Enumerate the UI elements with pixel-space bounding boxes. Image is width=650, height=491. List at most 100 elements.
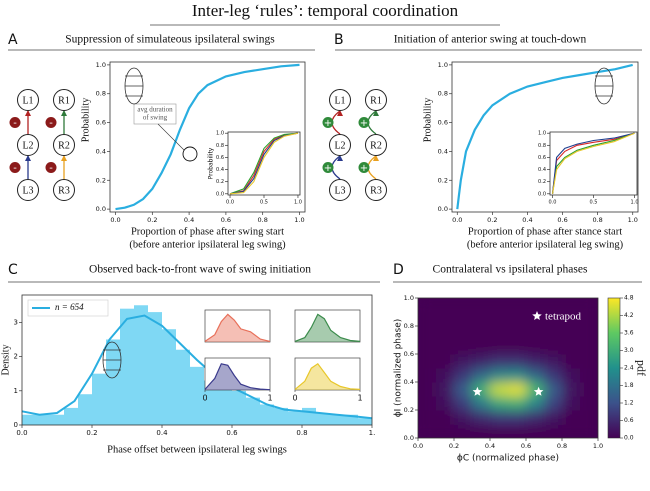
leg-node [17,89,39,111]
leg-label: R2 [370,140,382,151]
heatmap-cell [562,396,581,411]
y-tick-label: 0.2 [216,179,224,185]
y-tick-label: 0.6 [96,119,106,127]
plot-frame [227,131,301,196]
heatmap-cell [562,354,581,369]
x-tick-label: 0.0 [548,200,556,206]
hist-bar [246,397,260,425]
x-tick-label: 0 [292,394,297,403]
y-tick-label: 0.8 [538,143,546,149]
sign-label: + [360,118,368,129]
hist-bar [50,414,64,425]
leg-node [329,179,351,201]
y-tick-label: 0.8 [96,90,106,98]
sign-badge [9,117,21,128]
panel-title: Contralateral vs ipsilateral phases [433,264,588,276]
hist-bar [106,339,120,425]
heatmap-cell [580,382,598,397]
x-tick-label: 0 [202,394,207,403]
plot-frame [549,131,638,196]
heatmap-cell [436,396,455,411]
x-tick-label: 0.6 [557,216,567,224]
heatmap-cell [490,312,509,327]
annotation-text: avg duration [137,106,173,114]
y-tick-label: 0 [14,421,18,429]
x-tick-label: 0.0 [452,216,462,224]
colorbar-tick-label: 0.6 [624,417,634,424]
small-area [205,314,270,342]
hist-bar [330,414,344,425]
y-tick-label: 3 [14,318,18,326]
x-tick-label: 0.2 [86,429,97,437]
heatmap-cell [526,396,545,411]
small-area [205,363,270,390]
arrow-head [373,155,379,161]
leg-label: R1 [58,95,70,106]
plot-frame [417,297,599,439]
heatmap-cell [544,368,563,383]
heatmap-cell [526,424,545,438]
panel-letter: A [8,32,18,48]
heatmap-cell [418,298,437,313]
leg-label: R3 [370,185,382,196]
arrow-head [373,110,379,116]
hist-bar [204,380,218,425]
heatmap-cell [454,312,473,327]
colorbar-tick-label: 4.8 [624,295,634,302]
x-tick-label: 1.0 [631,200,639,206]
leg-node [365,134,387,156]
x-tick-label: 1.0 [628,216,638,224]
hist-bar [36,414,50,425]
heatmap-cell [454,298,473,313]
annotation-circle [182,146,198,162]
hist-bar [22,414,36,425]
y-axis-label: Density [0,344,11,375]
heatmap-cell [580,298,598,313]
colorbar-label: pdf [634,360,648,376]
x-tick-label: 0.2 [449,442,459,450]
heatmap-cell [454,410,473,425]
y-tick-label: 0.4 [438,147,448,155]
hist-bar [176,349,190,425]
heatmap-cell [490,354,509,369]
heatmap-cell [472,396,491,411]
leg-node [53,89,75,111]
small-panel [204,357,271,391]
x-tick-label: 0.8 [557,442,567,450]
y-tick-label: 0.2 [538,179,546,185]
arrow-head [61,110,67,116]
y-tick-label: 0.0 [96,205,106,213]
plot-frame [109,61,306,213]
inset-y-label: Probability [208,147,215,179]
y-tick-label: 0.6 [438,119,448,127]
sign-badge [45,117,57,128]
y-tick-label: 0.2 [96,176,106,184]
y-tick-label: 0.0 [538,191,546,197]
heatmap-cell [418,396,437,411]
hist-bar [274,407,288,425]
x-tick-label: 1 [267,394,272,403]
arrow-head [25,155,31,161]
y-tick-label: 0.8 [404,322,414,330]
sign-label: + [324,118,332,129]
x-tick-label: 0.4 [485,442,495,450]
x-tick-label: 1 [357,394,362,403]
leg-label: L3 [22,185,33,196]
heatmap-cell [544,354,563,369]
x-axis-label: Phase offset between ipsilateral leg swi… [107,444,287,455]
leg-label: R3 [58,185,70,196]
heatmap-cell [544,298,563,313]
hist-bar [358,418,372,425]
sign-badge [9,162,21,173]
annotation-text: of swing [143,114,168,122]
heatmap-cell [436,424,455,438]
sign-label: - [13,163,17,174]
panel-letter: C [8,262,18,278]
y-tick-label: 0.6 [538,155,546,161]
x-tick-label: 0.4 [522,216,532,224]
x-axis-note: (before anterior ipsilateral leg swing) [129,239,286,250]
hist-bar [162,329,176,425]
heatmap-cell [472,312,491,327]
heatmap-cell [418,424,437,438]
figure-title: Inter-leg ‘rules’: temporal coordination [192,1,459,20]
